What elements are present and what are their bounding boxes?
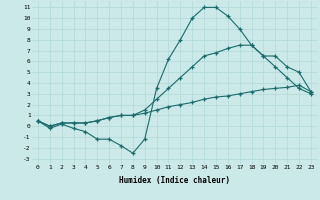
X-axis label: Humidex (Indice chaleur): Humidex (Indice chaleur) xyxy=(119,176,230,185)
